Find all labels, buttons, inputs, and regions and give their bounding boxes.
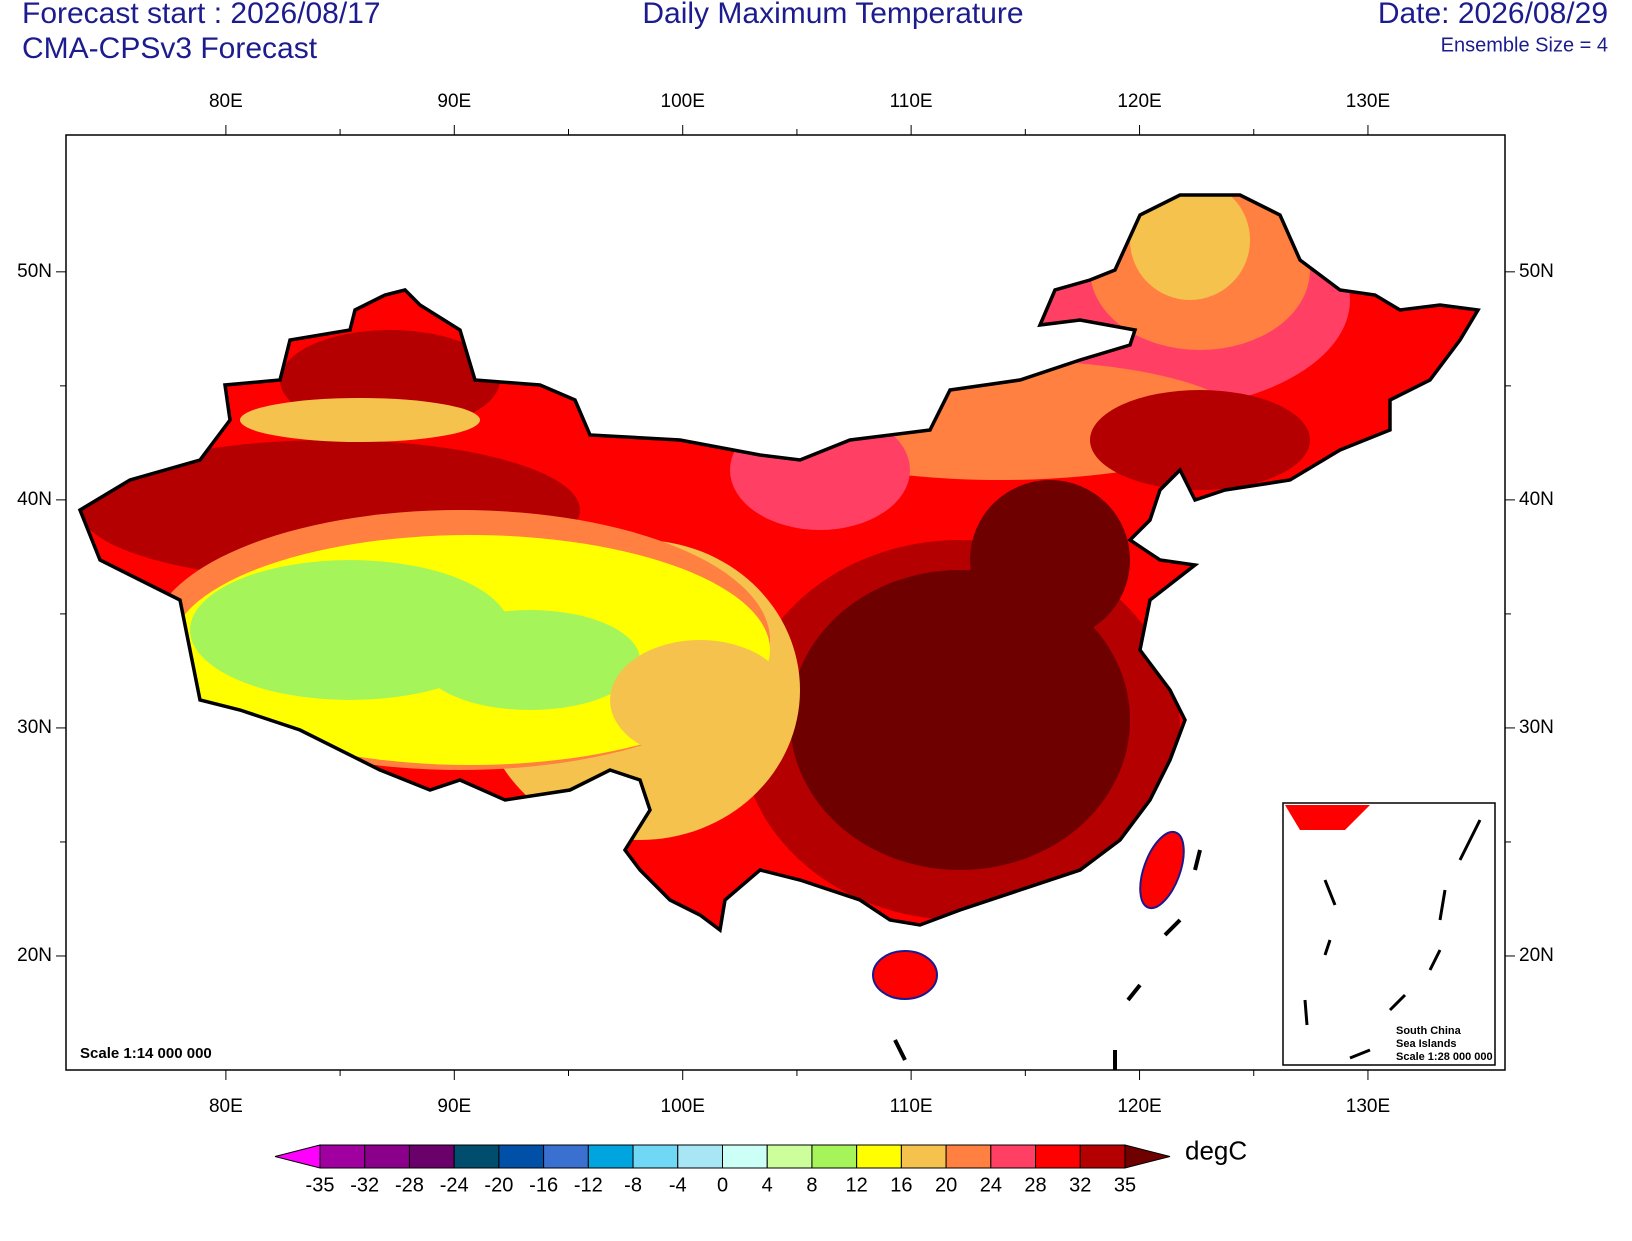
axes: 80E 80E 90E 90E 100E 100E 110E 110E 120E 120E 130E…	[17, 91, 1554, 1117]
hainan	[872, 950, 938, 1000]
colorbar-box	[364, 1144, 410, 1169]
colorbar-label: -32	[350, 1174, 379, 1196]
colorbar-label: 8	[806, 1174, 817, 1196]
colorbar-label: -24	[440, 1174, 469, 1196]
colorbar-label: 24	[980, 1174, 1002, 1196]
lon-label: 100E	[661, 1096, 705, 1117]
colorbar-box	[319, 1144, 366, 1169]
colorbar-box	[811, 1144, 858, 1169]
colorbar-box	[1035, 1144, 1081, 1169]
colorbar-box	[766, 1144, 813, 1169]
lon-label: 80E	[209, 91, 243, 112]
lon-label: 110E	[890, 91, 933, 112]
lat-label: 20N	[1519, 945, 1554, 966]
lon-label: 80E	[209, 1096, 243, 1117]
colorbar-label: 32	[1069, 1174, 1091, 1196]
colorbar-box	[1079, 1144, 1126, 1169]
valid-date: Date: 2026/08/29	[1378, 0, 1608, 30]
colorbar-label: -12	[574, 1174, 603, 1196]
colorbar-label: -20	[484, 1174, 513, 1196]
forecast-start: Forecast start : 2026/08/17	[22, 0, 381, 30]
colorbar: -35 -32 -28 -24 -20 -16 -12 -8 -4 0 4 8 12 16 20 24 28 32…	[274, 1135, 1247, 1196]
colorbar-end	[274, 1144, 321, 1169]
colorbar-label: 0	[717, 1174, 728, 1196]
lat-label: 50N	[17, 261, 52, 282]
ensemble-size: Ensemble Size = 4	[1441, 34, 1608, 56]
lat-label: 30N	[17, 717, 52, 738]
title: Daily Maximum Temperature	[642, 0, 1023, 30]
colorbar-box	[543, 1144, 589, 1169]
inset-land	[1285, 805, 1370, 830]
colorbar-label: 4	[762, 1174, 773, 1196]
colorbar-label: -16	[529, 1174, 558, 1196]
colorbar-label: 28	[1024, 1174, 1046, 1196]
lat-label: 40N	[17, 489, 52, 510]
map-scale: Scale 1:14 000 000	[80, 1045, 212, 1062]
colorbar-label: -4	[669, 1174, 687, 1196]
colorbar-label: 20	[935, 1174, 957, 1196]
colorbar-box	[677, 1144, 723, 1169]
lon-label: 90E	[437, 91, 471, 112]
taiwan	[1139, 830, 1185, 910]
lon-label: 120E	[1117, 91, 1161, 112]
inset-label: Sea Islands	[1396, 1038, 1457, 1050]
colorbar-box	[856, 1144, 902, 1169]
lat-label: 50N	[1519, 261, 1554, 282]
lon-label: 130E	[1346, 1096, 1390, 1117]
colorbar-box	[900, 1144, 947, 1169]
lon-label: 130E	[1346, 91, 1390, 112]
colorbar-box	[722, 1144, 768, 1169]
colorbar-end	[1124, 1144, 1171, 1169]
model-name: CMA-CPSv3 Forecast	[22, 32, 318, 65]
lon-label: 90E	[437, 1096, 471, 1117]
colorbar-box	[408, 1144, 455, 1169]
dashed-boundary	[893, 849, 1202, 1070]
colorbar-label: 35	[1114, 1174, 1136, 1196]
inset-boundary	[1303, 819, 1482, 1060]
colorbar-label: -8	[624, 1174, 642, 1196]
inset: South China Sea Islands Scale 1:28 000 0…	[1282, 802, 1496, 1066]
colorbar-box	[945, 1144, 992, 1169]
inset-label: Scale 1:28 000 000	[1396, 1051, 1493, 1063]
lon-label: 100E	[661, 91, 705, 112]
lon-label: 110E	[890, 1096, 933, 1117]
lat-label: 40N	[1519, 489, 1554, 510]
inset-label: South China	[1396, 1025, 1462, 1037]
colorbar-box	[632, 1144, 679, 1169]
colorbar-label: -35	[306, 1174, 335, 1196]
colorbar-box	[453, 1144, 500, 1169]
colorbar-unit: degC	[1185, 1135, 1247, 1165]
lon-label: 120E	[1117, 1096, 1161, 1117]
colorbar-box	[990, 1144, 1037, 1169]
lat-label: 30N	[1519, 717, 1554, 738]
colorbar-box	[498, 1144, 545, 1169]
lat-label: 20N	[17, 945, 52, 966]
colorbar-box	[587, 1144, 634, 1169]
colorbar-label: 12	[846, 1174, 868, 1196]
inset-frame	[1282, 802, 1496, 1066]
colorbar-label: 16	[890, 1174, 912, 1196]
colorbar-label: -28	[395, 1174, 424, 1196]
